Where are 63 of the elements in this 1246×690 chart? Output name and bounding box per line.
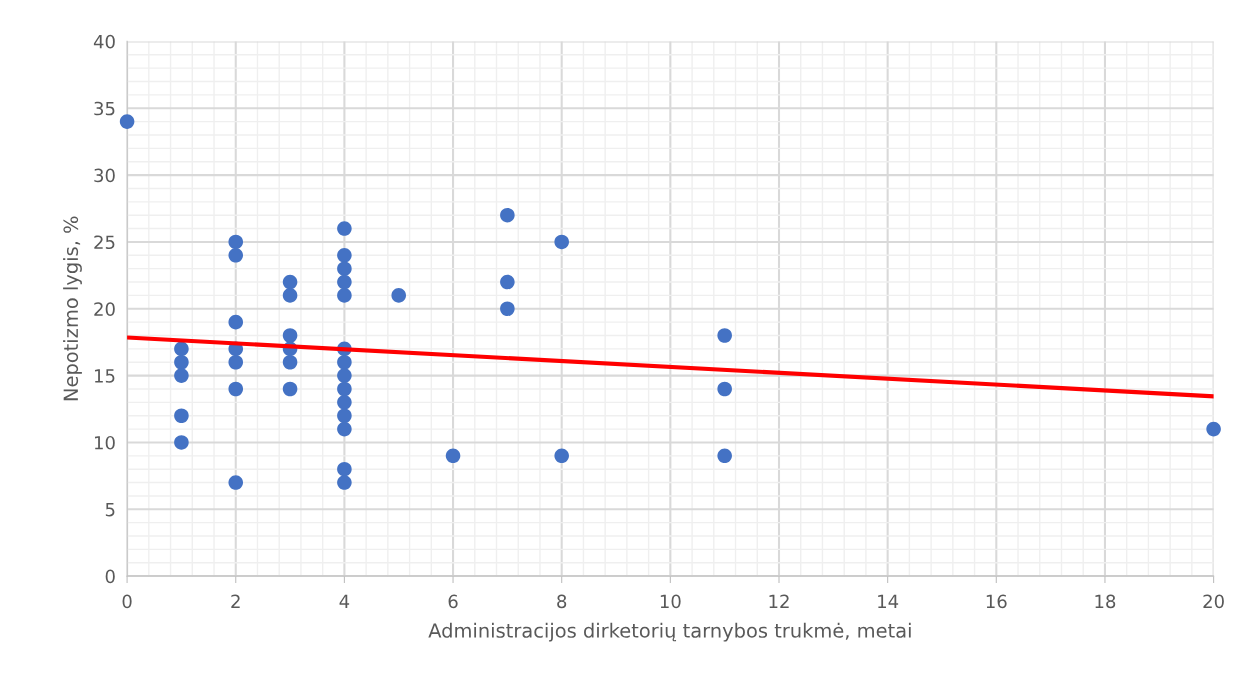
x-tick-label: 8 <box>557 594 567 609</box>
point <box>337 421 352 437</box>
x-axis-title: Administracijos dirketorių tarnybos trukmė, metai <box>428 622 911 642</box>
point <box>500 301 515 317</box>
y-tick-label: 40 <box>93 34 115 49</box>
x-tick-label: 0 <box>122 594 132 609</box>
point <box>174 341 189 357</box>
point <box>228 248 244 263</box>
point <box>282 354 298 370</box>
x-tick-label: 18 <box>1095 594 1116 609</box>
point <box>337 274 352 290</box>
point <box>282 328 298 343</box>
point <box>228 381 244 397</box>
point <box>717 448 732 464</box>
y-axis-title: Nepotizmo lygis, % <box>63 216 82 401</box>
y-tick-label: 0 <box>105 569 115 584</box>
x-tick-label: 6 <box>448 594 458 609</box>
y-tick-label: 35 <box>94 101 115 116</box>
x-tick-label: 4 <box>339 594 350 608</box>
point <box>337 288 352 303</box>
point <box>554 234 569 250</box>
point <box>717 328 732 343</box>
point <box>554 448 569 464</box>
y-tick-label: 30 <box>94 168 115 183</box>
x-tick-label: 16 <box>986 594 1007 609</box>
point <box>337 261 352 276</box>
point <box>228 475 244 490</box>
point <box>717 381 732 397</box>
point <box>337 368 352 383</box>
point <box>500 207 515 223</box>
point <box>337 354 352 370</box>
point <box>174 435 189 450</box>
point <box>282 381 298 397</box>
point <box>445 448 461 464</box>
point <box>174 368 189 383</box>
point <box>174 408 189 424</box>
y-tick-label: 20 <box>94 302 115 316</box>
point <box>228 234 244 250</box>
x-tick-label: 20 <box>1203 594 1224 609</box>
y-tick-label: 25 <box>94 235 115 250</box>
x-tick-label: 10 <box>660 594 681 609</box>
point <box>337 475 352 490</box>
point <box>282 274 298 290</box>
point <box>228 314 244 330</box>
point <box>337 221 352 236</box>
point <box>500 274 515 290</box>
point <box>337 381 352 397</box>
x-tick-label: 12 <box>769 594 789 608</box>
point <box>282 288 298 303</box>
point <box>228 354 244 370</box>
point <box>119 114 135 129</box>
x-tick-label: 2 <box>231 594 240 608</box>
point <box>391 288 406 303</box>
x-tick-label: 14 <box>878 594 899 608</box>
point <box>337 395 352 410</box>
point <box>174 354 189 370</box>
y-tick-label: 15 <box>94 369 115 383</box>
point <box>1206 421 1221 437</box>
y-tick-label: 10 <box>94 435 115 450</box>
point <box>337 461 352 477</box>
point <box>337 408 352 424</box>
point <box>337 248 352 263</box>
y-tick-label: 5 <box>105 503 115 517</box>
